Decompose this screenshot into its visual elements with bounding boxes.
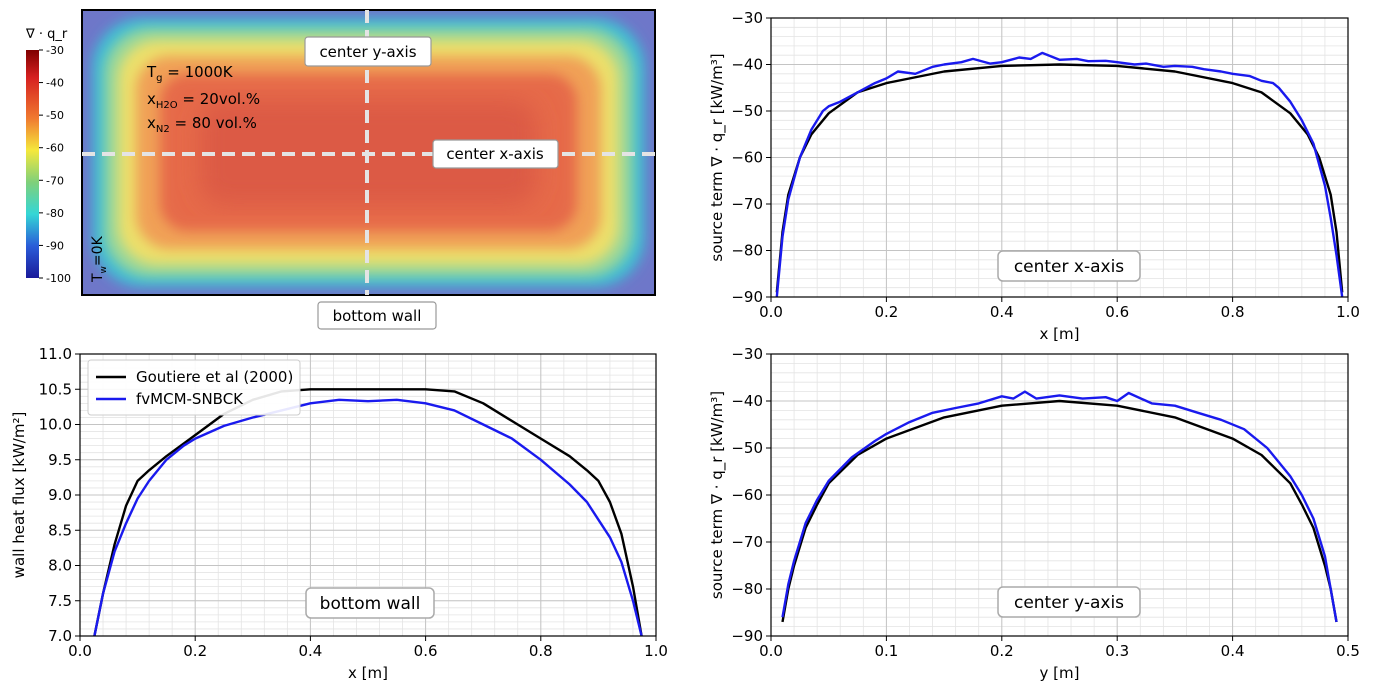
label-center-x-axis: center x-axis — [432, 139, 559, 169]
y-tick-label: 7.5 — [48, 592, 72, 610]
y-tick-label: −90 — [731, 288, 763, 306]
annotation-label: bottom wall — [320, 594, 421, 614]
y-axis-label: source term ∇ · q_r [kW/m³] — [708, 391, 727, 599]
label-center-y-axis: center y-axis — [304, 36, 432, 67]
chart-center-y-axis: 0.0 0.1 0.2 0.3 0.4 0.5 −90 −80 −70 −60 −50 −40 −30 y… — [708, 345, 1360, 682]
param-n2: xN2 = 80 vol.% — [147, 114, 257, 135]
y-tick-label: −70 — [731, 195, 763, 213]
svg-text:bottom wall: bottom wall — [333, 307, 422, 325]
x-tick-label: 0.2 — [990, 642, 1014, 660]
legend-frame — [87, 359, 301, 416]
y-tick-label: −30 — [731, 9, 763, 27]
annotation-label: center y-axis — [1014, 593, 1124, 613]
x-tick-label: 0.0 — [759, 642, 783, 660]
x-tick-label: 0.5 — [1336, 642, 1360, 660]
series-line-reference — [781, 399, 1338, 623]
x-axis-label: x [m] — [348, 664, 388, 682]
colorbar: ∇ · q_r -30 -40 -50 -60 -70 -80 -90 -100 — [25, 27, 71, 285]
y-tick-label: 8.0 — [48, 557, 72, 575]
x-tick-label: 0.4 — [298, 642, 322, 660]
x-tick-label: 0.1 — [874, 642, 898, 660]
y-tick-label: −40 — [731, 56, 763, 74]
x-tick-label: 0.8 — [1221, 303, 1245, 321]
y-tick-label: −70 — [731, 533, 763, 551]
y-tick-label: −80 — [731, 242, 763, 260]
x-tick-label: 0.3 — [1105, 642, 1129, 660]
colorbar-label: ∇ · q_r — [25, 27, 68, 42]
wall-temp-label: Tw=0K — [90, 235, 109, 283]
x-tick-label: 0.2 — [183, 642, 207, 660]
y-tick-label: −30 — [731, 345, 763, 363]
colorbar-tick-label: -40 — [46, 77, 64, 90]
colorbar-tick-label: -90 — [46, 239, 64, 252]
x-axis-label: y [m] — [1040, 664, 1080, 682]
x-tick-label: 1.0 — [644, 642, 668, 660]
y-tick-label: −50 — [731, 439, 763, 457]
colorbar-tick-label: -80 — [46, 207, 64, 220]
colorbar-tick-label: -60 — [46, 142, 64, 155]
x-tick-label: 0.4 — [1221, 642, 1245, 660]
y-tick-label: −50 — [731, 102, 763, 120]
y-axis-label: source term ∇ · q_r [kW/m³] — [708, 53, 727, 261]
y-tick-label: 11.0 — [39, 345, 72, 363]
annotation-box: center x-axis — [997, 250, 1141, 282]
y-tick-label: 10.0 — [39, 416, 72, 434]
annotation-frame — [997, 250, 1141, 282]
colorbar-tick-label: -50 — [46, 109, 64, 122]
y-tick-label: −60 — [731, 486, 763, 504]
annotation-box: bottom wall — [305, 587, 435, 619]
label-bottom-wall: bottom wall — [317, 301, 437, 330]
x-tick-label: 0.6 — [1105, 303, 1129, 321]
x-tick-label: 0.4 — [990, 303, 1014, 321]
x-tick-label: 0.8 — [529, 642, 553, 660]
annotation-frame — [305, 587, 435, 619]
svg-text:center x-axis: center x-axis — [446, 145, 544, 163]
series-line-simulation — [781, 390, 1338, 623]
annotation-box: center y-axis — [997, 586, 1141, 618]
param-tg: Tg = 1000K — [146, 63, 234, 84]
x-axis-label: x [m] — [1040, 325, 1080, 343]
svg-text:center y-axis: center y-axis — [319, 43, 416, 61]
y-tick-label: 9.0 — [48, 486, 72, 504]
colorbar-tick-label: -100 — [46, 272, 71, 285]
legend-entry: Goutiere et al (2000) — [136, 368, 293, 386]
y-tick-label: 10.5 — [39, 380, 72, 398]
x-tick-label: 1.0 — [1336, 303, 1360, 321]
y-tick-label: −80 — [731, 580, 763, 598]
y-tick-label: −90 — [731, 627, 763, 645]
y-axis-label: wall heat flux [kW/m²] — [10, 412, 28, 579]
annotation-frame — [997, 586, 1141, 618]
y-tick-label: 7.0 — [48, 627, 72, 645]
heatmap-panel: Tg = 1000K xH2O = 20vol.% xN2 = 80 vol.%… — [25, 9, 656, 330]
legend-entry: fvMCM-SNBCK — [136, 390, 244, 408]
legend: Goutiere et al (2000) fvMCM-SNBCK — [87, 359, 301, 416]
series-line-goutiere-et-al-2000- — [93, 388, 643, 637]
chart-bottom-wall: 0.0 0.2 0.4 0.6 0.8 1.0 7.0 7.5 8.0 8.5 9.0 9.5 10.0… — [10, 345, 668, 682]
y-tick-label: 8.5 — [48, 521, 72, 539]
colorbar-tick-label: -70 — [46, 174, 64, 187]
colorbar-tick-label: -30 — [46, 44, 64, 57]
chart-center-x-axis: 0.0 0.2 0.4 0.6 0.8 1.0 −90 −80 −70 −60 −50 −40 −30 x… — [708, 9, 1360, 343]
y-tick-label: 9.5 — [48, 451, 72, 469]
series-line-fvmcm-snbck — [93, 398, 643, 637]
y-tick-label: −60 — [731, 149, 763, 167]
param-h2o: xH2O = 20vol.% — [147, 90, 260, 111]
x-tick-label: 0.6 — [414, 642, 438, 660]
x-tick-label: 0.0 — [68, 642, 92, 660]
x-tick-label: 0.0 — [759, 303, 783, 321]
x-tick-label: 0.2 — [874, 303, 898, 321]
annotation-label: center x-axis — [1014, 257, 1124, 277]
series-line-simulation — [775, 51, 1344, 298]
y-tick-label: −40 — [731, 392, 763, 410]
